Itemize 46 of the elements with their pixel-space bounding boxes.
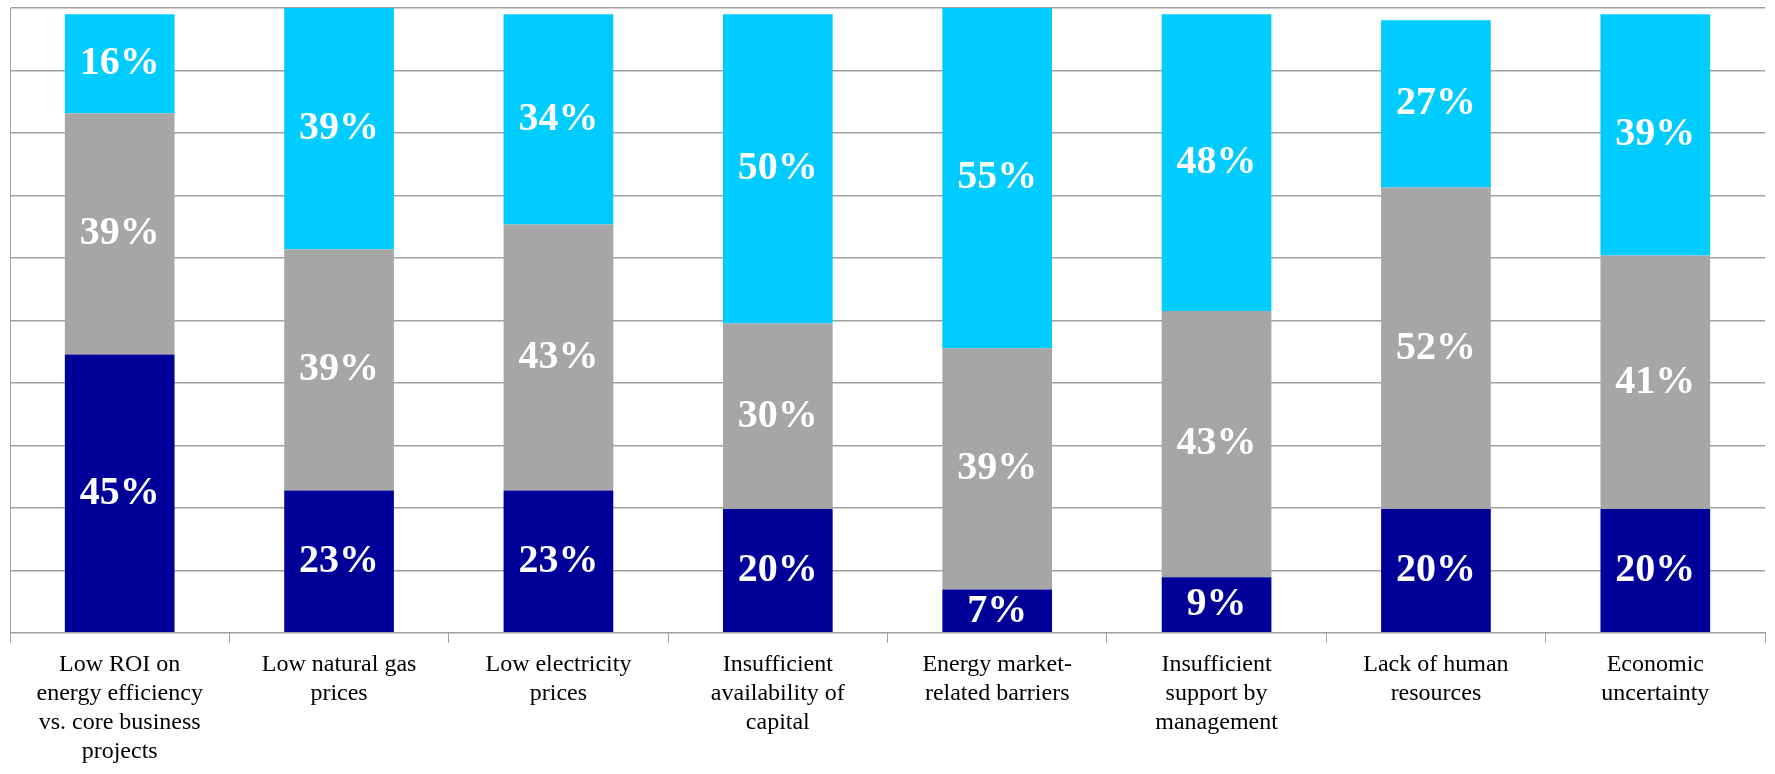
- x-tick-label: Lack of human resources: [1363, 650, 1509, 706]
- bar: [503, 14, 614, 225]
- bar: [722, 509, 833, 633]
- data-label: 23%: [299, 535, 380, 581]
- data-label: 16%: [79, 38, 160, 83]
- bar: [1600, 14, 1711, 256]
- data-label: 34%: [518, 93, 599, 139]
- data-label: 20%: [1395, 544, 1476, 590]
- data-label: 39%: [299, 102, 380, 148]
- bar: [64, 14, 175, 114]
- bar: [64, 354, 175, 633]
- data-label: 48%: [1176, 136, 1257, 182]
- bar: [1381, 20, 1491, 188]
- data-label: 43%: [518, 331, 599, 377]
- data-label: 43%: [1176, 418, 1257, 464]
- data-label: 41%: [1615, 356, 1696, 402]
- data-label: 20%: [1615, 544, 1696, 590]
- bar: [284, 8, 394, 250]
- bar: [1161, 14, 1272, 312]
- data-label: 50%: [737, 143, 818, 189]
- data-label: 9%: [1186, 578, 1247, 624]
- data-label: 27%: [1395, 78, 1476, 124]
- bar: [942, 8, 1053, 349]
- x-tick-label: Economic uncertainty: [1601, 650, 1710, 706]
- data-label: 52%: [1395, 322, 1476, 368]
- data-label: 20%: [737, 544, 818, 590]
- data-label: 30%: [737, 390, 818, 436]
- x-tick-label: Low electricity prices: [485, 650, 632, 706]
- data-label: 39%: [957, 443, 1038, 489]
- x-tick-label: Insufficient support by management: [1155, 650, 1279, 735]
- bar: [722, 14, 833, 324]
- x-tick-label: Low ROI on energy efficiency vs. core business projects: [36, 650, 203, 763]
- x-tick-label: Low natural gas prices: [261, 650, 417, 706]
- data-label: 39%: [299, 344, 380, 390]
- data-label: 23%: [518, 535, 599, 581]
- data-label: 39%: [79, 208, 160, 254]
- data-label: 39%: [1615, 109, 1696, 155]
- data-label: 7%: [967, 585, 1028, 631]
- bar: [284, 490, 394, 633]
- bar: [1381, 509, 1491, 633]
- x-tick-label: Energy market-related barriers: [922, 650, 1072, 706]
- data-label: 45%: [79, 467, 160, 513]
- x-tick-label: Insufficient availability of capital: [710, 650, 845, 735]
- bar: [503, 490, 614, 633]
- bar: [1600, 509, 1711, 633]
- data-label: 55%: [957, 152, 1038, 198]
